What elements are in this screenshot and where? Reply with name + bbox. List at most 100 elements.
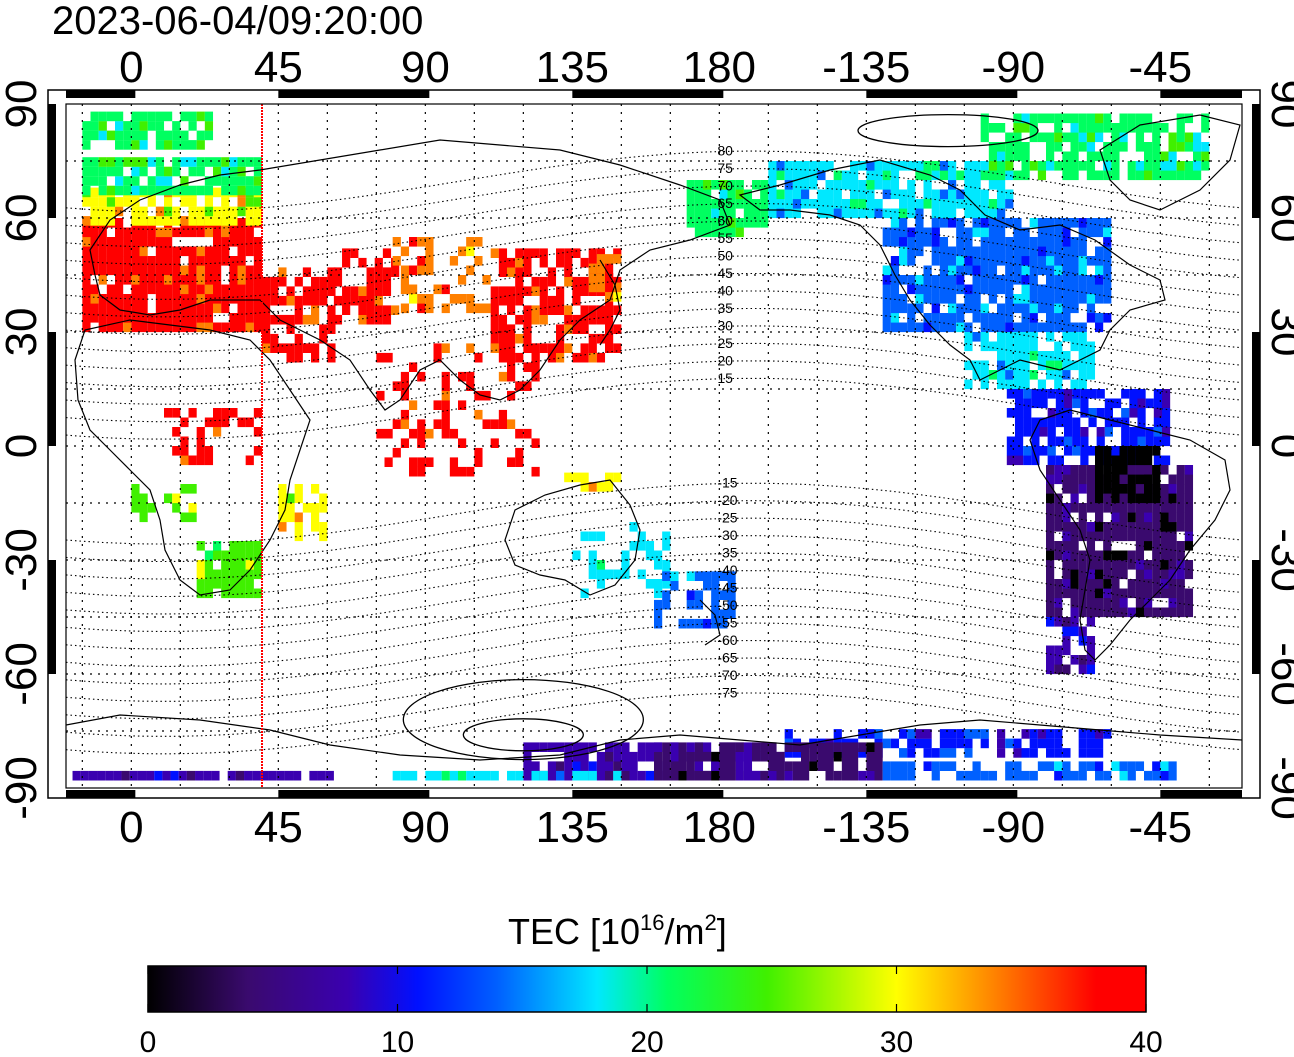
tec-cell [213, 303, 222, 314]
tec-cell [213, 579, 222, 589]
tec-cell [204, 216, 214, 226]
tec-cell [213, 246, 222, 257]
tec-cell [588, 531, 597, 542]
tec-cell [1193, 161, 1202, 171]
tec-cell [294, 484, 303, 494]
tec-cell [964, 189, 973, 200]
tec-cell [1086, 303, 1096, 314]
tec-cell [204, 121, 214, 131]
tec-cell [572, 742, 581, 752]
tec-cell [972, 208, 981, 219]
tec-cell [866, 199, 875, 209]
contour-line [66, 657, 1242, 720]
tec-cell [449, 256, 459, 266]
tec-cell [382, 305, 392, 315]
tec-cell [188, 455, 197, 466]
tec-cell [1104, 398, 1113, 409]
tec-cell [507, 419, 516, 429]
tec-cell [1135, 512, 1145, 523]
tec-cell [572, 751, 581, 762]
tec-cell [1144, 170, 1153, 181]
tec-cell [382, 276, 392, 287]
tec-cell [196, 111, 205, 122]
tec-cell [711, 751, 720, 762]
tec-cell [931, 313, 940, 323]
tec-cell [539, 286, 548, 296]
tec-cell [890, 294, 900, 304]
tec-cell [694, 208, 704, 219]
tec-cell [890, 284, 900, 295]
tec-cell [1005, 370, 1014, 380]
tec-cell [980, 303, 989, 314]
tec-cell [850, 199, 859, 209]
tec-cell [1055, 417, 1064, 428]
tec-cell [417, 466, 426, 477]
tec-cell [1104, 417, 1113, 428]
tec-cell [556, 248, 565, 258]
tec-cell [1160, 512, 1169, 523]
tec-cell [474, 237, 483, 247]
tec-cell [1168, 484, 1177, 494]
tec-cell [1119, 531, 1128, 542]
tec-cell [294, 512, 303, 523]
tec-cell [596, 314, 606, 325]
tec-cell [1135, 446, 1145, 456]
tec-cell [1152, 579, 1161, 589]
tec-cell [899, 208, 908, 219]
tec-cell [417, 303, 426, 314]
tec-cell [1168, 560, 1177, 570]
tec-cell [237, 284, 246, 295]
tec-cell [939, 189, 949, 200]
tec-cell [964, 180, 973, 190]
tec-cell [188, 185, 197, 196]
tec-cell [172, 246, 181, 257]
tec-cell [523, 343, 532, 353]
tec-cell [1013, 748, 1022, 758]
tec-cell [564, 267, 573, 277]
tec-cell [229, 550, 238, 561]
contour-line [66, 482, 1242, 545]
tec-cell [1121, 417, 1130, 428]
tec-cell [278, 484, 287, 494]
tec-cell [1078, 465, 1087, 475]
tec-cell [115, 303, 124, 314]
tec-cell [1144, 541, 1153, 551]
tec-cell [1070, 474, 1079, 485]
tec-cell [784, 161, 793, 171]
contour-oval [402, 678, 644, 761]
tec-cell [1046, 113, 1055, 124]
x-tick-label-top: 135 [536, 43, 609, 92]
tec-cell [531, 248, 540, 258]
tec-cell [1078, 484, 1087, 494]
tec-cell [515, 314, 524, 325]
tec-cell [980, 332, 989, 342]
tec-cell [498, 295, 508, 306]
tec-cell [645, 550, 655, 561]
tec-cell [237, 541, 246, 551]
tec-cell [1078, 322, 1087, 333]
tec-cell [374, 276, 383, 287]
tec-cell [580, 352, 589, 363]
tec-cell [1127, 607, 1136, 618]
tec-cell [1062, 161, 1071, 171]
tec-cell [1078, 531, 1087, 542]
tec-cell [204, 313, 214, 323]
tec-cell [1184, 132, 1194, 143]
tec-cell [580, 286, 589, 296]
tec-cell [1013, 370, 1022, 380]
tec-cell [613, 770, 622, 781]
tec-cell [1193, 170, 1202, 181]
tec-cell [1021, 379, 1030, 390]
tec-cell [253, 550, 263, 561]
tec-cell [1144, 770, 1153, 781]
tec-cell [931, 199, 940, 209]
tec-cell [1054, 541, 1063, 551]
tec-cell [556, 324, 565, 334]
tec-cell [286, 343, 295, 353]
tec-cell [515, 286, 524, 296]
tec-cell [972, 303, 981, 314]
tec-cell [572, 295, 581, 306]
tec-cell [1201, 161, 1210, 171]
tec-cell [466, 381, 475, 391]
tec-cell [890, 218, 900, 228]
